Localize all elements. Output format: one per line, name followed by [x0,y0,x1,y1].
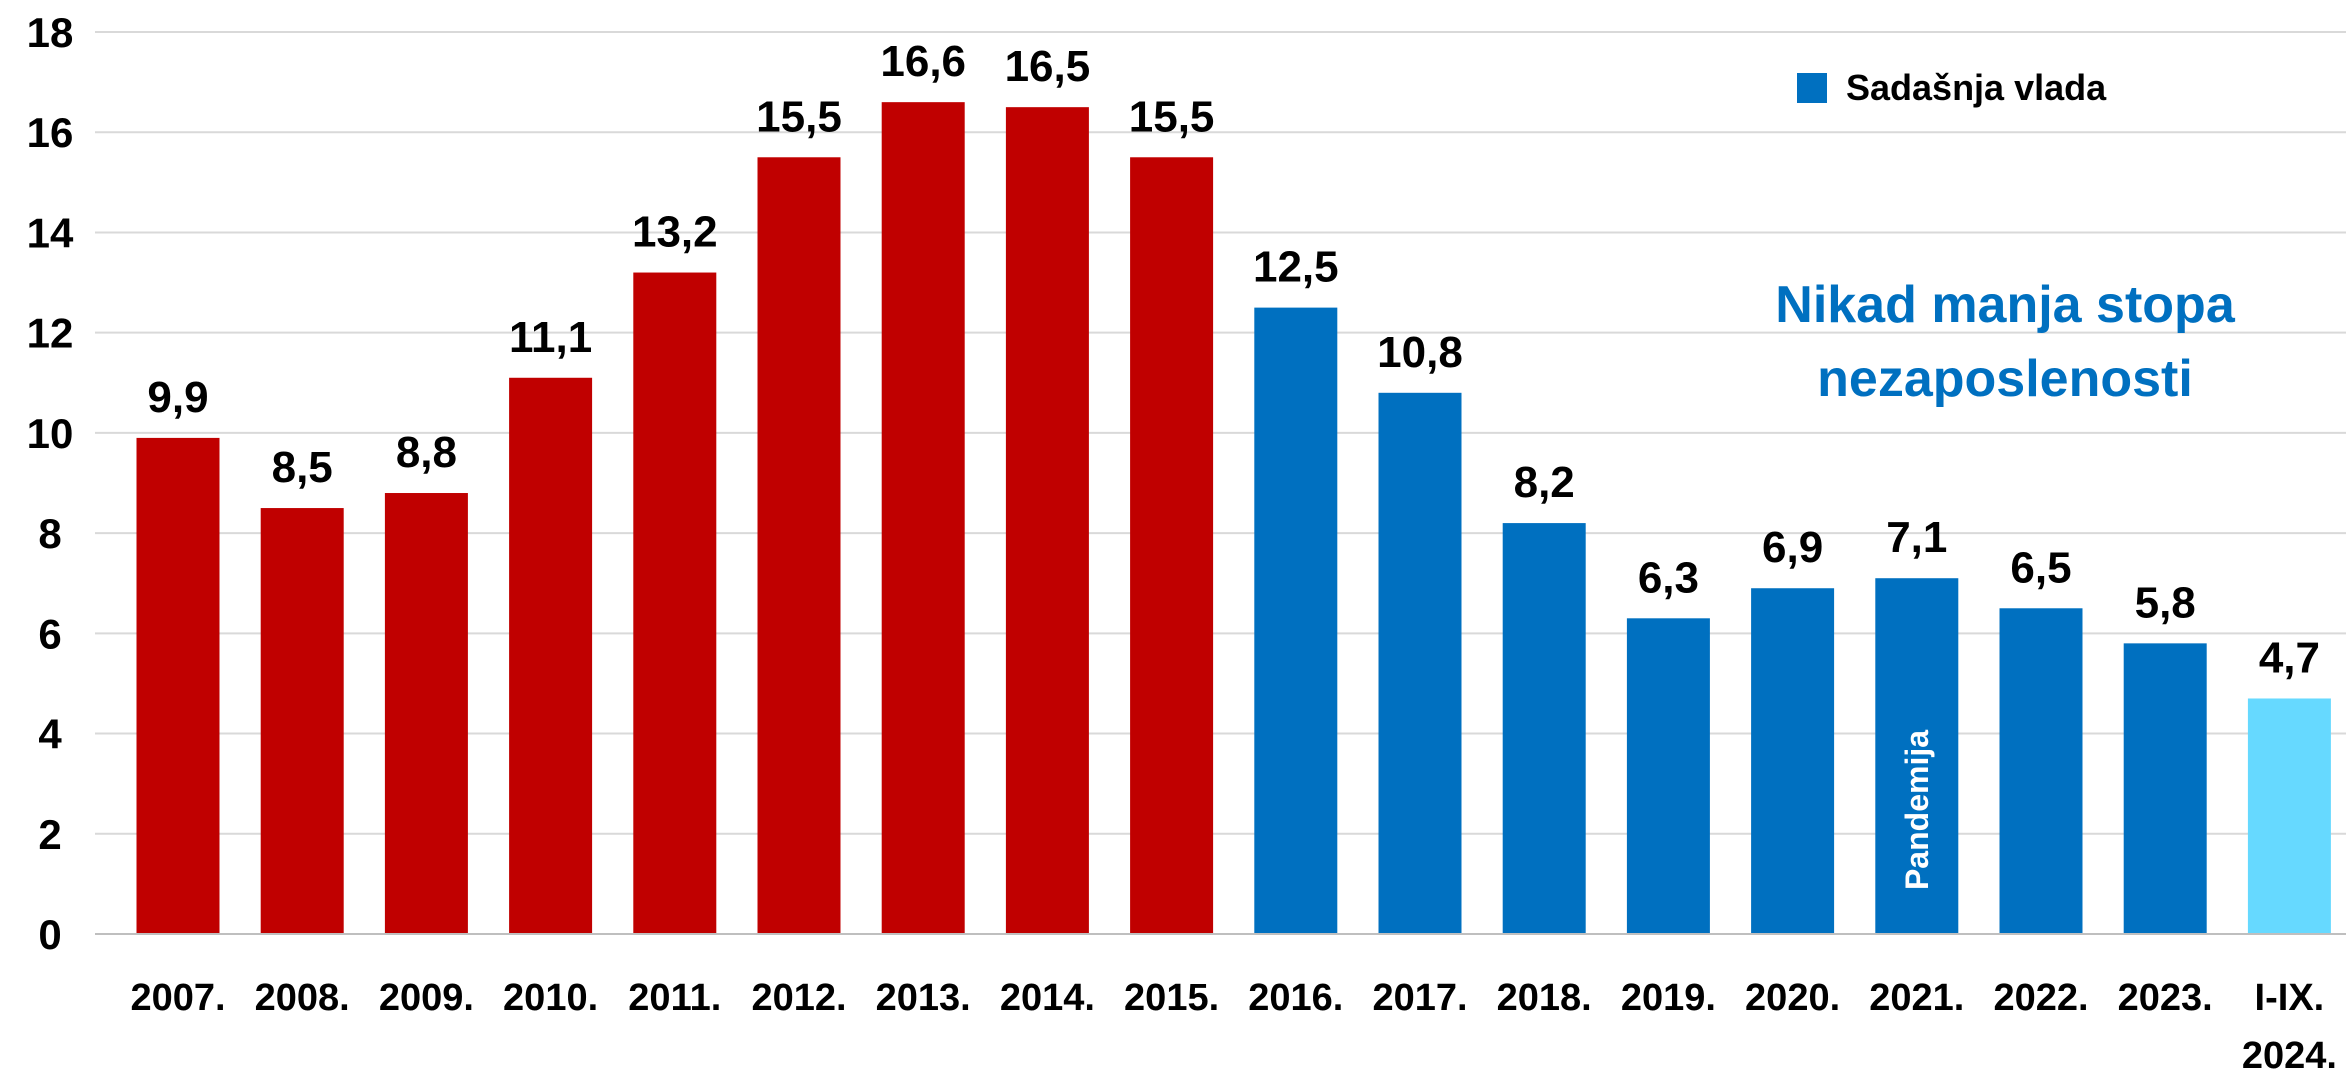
x-tick-label: 2012. [751,977,846,1019]
y-axis-ticks: 0 2 4 6 8 10 12 14 16 18 [27,9,74,958]
data-label: 4,7 [2259,633,2320,682]
legend: Sadašnja vlada [1797,67,2107,108]
bar [1254,307,1338,935]
legend-swatch [1797,73,1827,103]
data-label: 16,6 [880,37,966,86]
data-label: 8,8 [396,428,457,477]
data-label: 6,3 [1638,553,1699,602]
bar [136,437,220,934]
x-tick-label: I-IX. 2024. [2242,977,2337,1073]
x-axis-labels: 2007. 2008. 2009. 2010. 2011. 2012. 2013. 2014.… [130,977,2336,1073]
x-tick-label: 2008. [255,977,350,1019]
y-tick-label: 10 [27,410,74,457]
legend-label: Sadašnja vlada [1846,67,2107,108]
x-tick-label: 2014. [1000,977,1095,1019]
bar [1875,578,1959,934]
gridlines [95,31,2346,835]
data-label: 6,5 [2010,543,2071,592]
x-tick-label: 2016. [1248,977,1343,1019]
y-tick-label: 2 [38,811,61,858]
bar [1999,608,2083,934]
bar [757,157,841,934]
y-tick-label: 12 [27,310,74,357]
y-tick-label: 8 [38,510,61,557]
headline-line-1: Nikad manja stopa [1775,276,2236,334]
bar [260,508,344,934]
x-tick-label: 2015. [1124,977,1219,1019]
bar [1378,392,1462,934]
x-tick-label: 2011. [628,977,721,1019]
bar [881,102,965,934]
x-tick-label: 2020. [1745,977,1840,1019]
headline: Nikad manja stopa nezaposlenosti [1775,276,2236,408]
x-tick-label: 2019. [1621,977,1716,1019]
bar [1626,618,1710,934]
data-label: 11,1 [509,313,592,362]
bar [1751,588,1835,934]
x-tick-label: 2023. [2118,977,2213,1019]
bar [633,272,717,934]
bar [509,377,593,934]
data-label: 6,9 [1762,523,1823,572]
data-label: 15,5 [1129,92,1215,141]
data-label: 7,1 [1886,513,1947,562]
data-labels: 9,9 8,5 8,8 11,1 13,2 15,5 16,6 16,5 15,5 12,5 10,… [147,37,2320,682]
bar [1502,523,1586,934]
data-label: 9,9 [147,373,208,422]
y-tick-label: 4 [38,711,62,758]
data-label: 8,2 [1514,458,1575,507]
data-label: 12,5 [1253,243,1339,292]
headline-line-2: nezaposlenosti [1817,350,2193,408]
y-tick-label: 0 [38,911,61,958]
x-tick-label: 2013. [876,977,971,1019]
y-tick-label: 16 [27,109,74,156]
x-tick-label: 2017. [1372,977,1467,1019]
data-label: 8,5 [272,443,333,492]
x-tick-label: 2007. [130,977,225,1019]
y-tick-label: 6 [38,610,61,657]
y-tick-label: 18 [27,9,74,56]
bars [136,102,2331,935]
y-tick-label: 14 [27,209,74,256]
data-label: 16,5 [1005,42,1091,91]
data-label: 13,2 [632,208,718,257]
bar [1130,157,1214,934]
x-tick-label: 2022. [1993,977,2088,1019]
x-tick-label: 2010. [503,977,598,1019]
bar [384,493,468,934]
x-tick-label: 2009. [379,977,474,1019]
bar [2123,643,2207,934]
data-label: 5,8 [2135,578,2196,627]
bar [1005,107,1089,934]
x-tick-label: 2018. [1497,977,1592,1019]
data-label: 10,8 [1377,328,1463,377]
x-tick-label: 2021. [1869,977,1964,1019]
bar [2247,698,2331,934]
data-label: 15,5 [756,92,842,141]
pandemic-annotation: Pandemija [1899,730,1935,890]
